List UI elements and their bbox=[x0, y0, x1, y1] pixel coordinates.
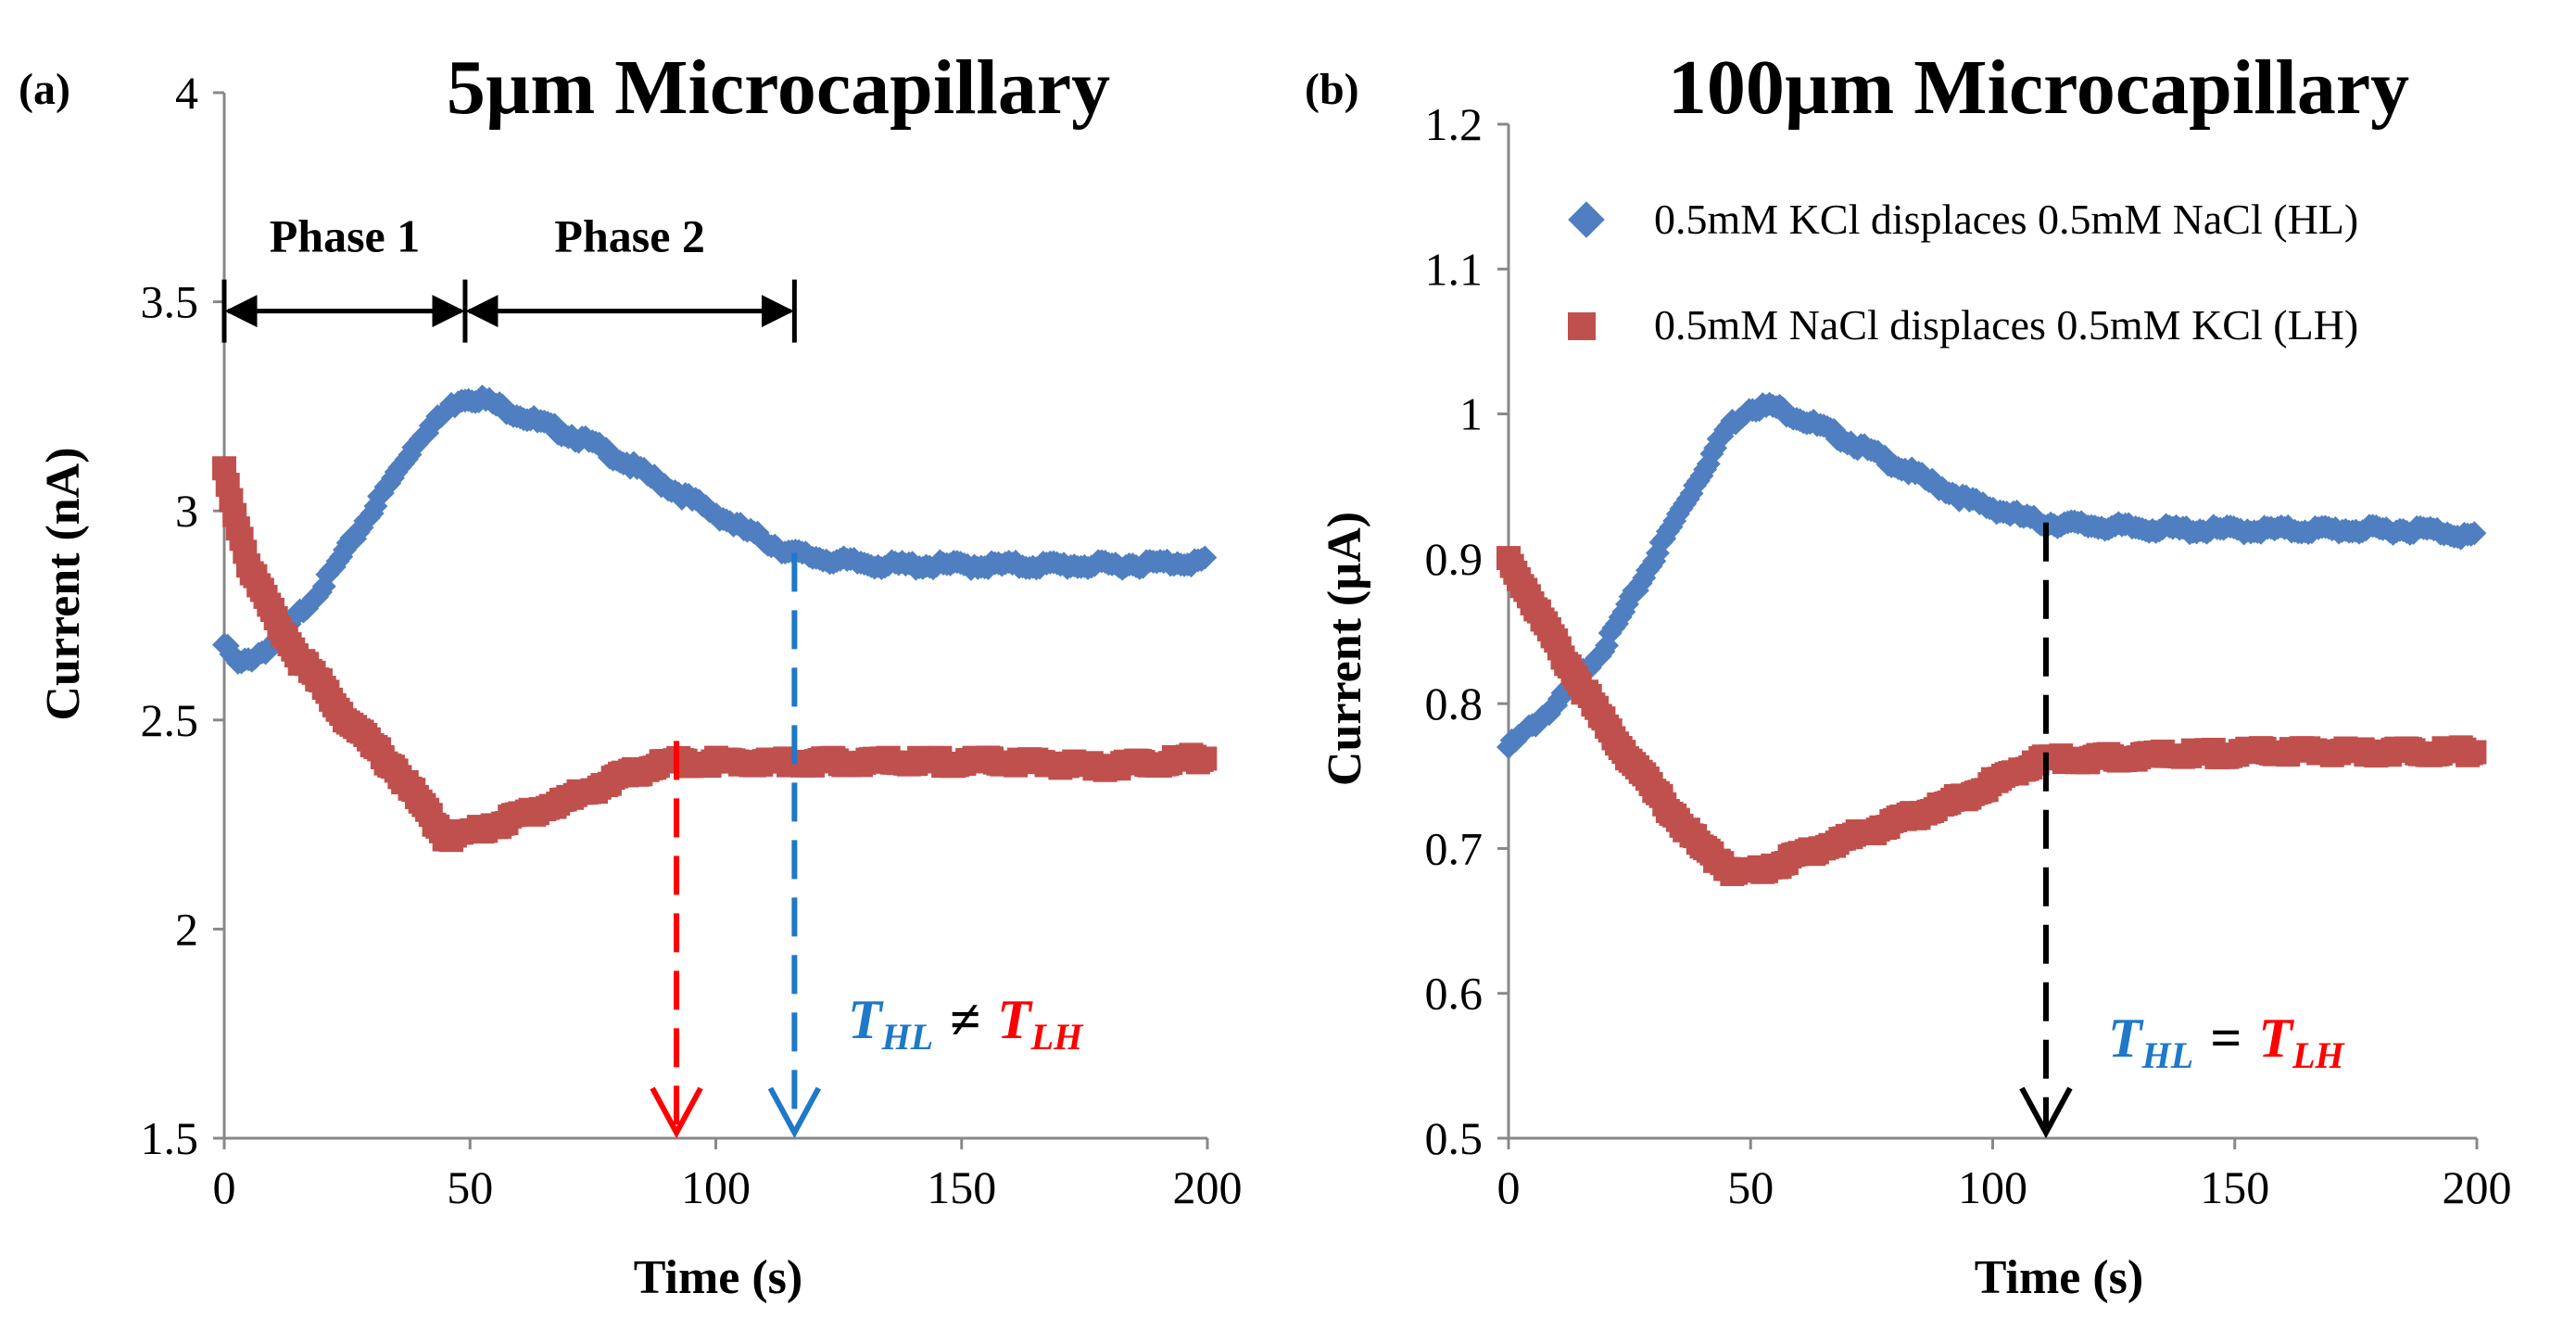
panel-b-legend: 0.5mM KCl displaces 0.5mM NaCl (HL) 0.5m… bbox=[1568, 196, 2358, 349]
a-ann-op: ≠ bbox=[950, 989, 980, 1050]
legend-lh-label: 0.5mM NaCl displaces 0.5mM KCl (LH) bbox=[1654, 301, 2358, 349]
panel-b-ticks: 0.5 0.6 0.7 0.8 0.9 1 1.1 1.2 0 50 100 150 200 bbox=[1425, 98, 2512, 1213]
a-ann-lh: LH bbox=[1030, 1016, 1084, 1058]
series-hl bbox=[1496, 391, 2487, 760]
x-tick-label: 200 bbox=[2443, 1161, 2512, 1213]
b-ann-lh: LH bbox=[2292, 1034, 2345, 1076]
x-tick-label: 50 bbox=[447, 1161, 493, 1213]
panel-a-title: 5µm Microcapillary bbox=[447, 44, 1110, 131]
panel-b-label: (b) bbox=[1305, 65, 1359, 114]
y-tick-label: 1.5 bbox=[141, 1112, 199, 1164]
marker-head bbox=[650, 1086, 703, 1139]
time-marker-arrow bbox=[2019, 522, 2073, 1139]
x-tick-label: 100 bbox=[681, 1161, 751, 1213]
x-tick-label: 150 bbox=[2200, 1161, 2269, 1213]
phase-label: Phase 2 bbox=[554, 210, 705, 262]
panel-a-annotation: THL ≠ TLH bbox=[848, 989, 1084, 1058]
panel-b-ylabel: Current (µA) bbox=[1319, 512, 1371, 786]
panel-b-chart: (b) 100µm Microcapillary Current (µA) Ti… bbox=[1305, 44, 2512, 1304]
x-tick-label: 0 bbox=[213, 1161, 236, 1213]
panel-a-series bbox=[212, 384, 1218, 853]
panel-b-xlabel: Time (s) bbox=[1975, 1251, 2143, 1304]
data-point bbox=[1193, 746, 1218, 771]
panel-a-xlabel: Time (s) bbox=[634, 1251, 802, 1304]
b-ann-op: = bbox=[2210, 1008, 2241, 1069]
x-tick-label: 200 bbox=[1173, 1161, 1243, 1213]
a-ann-t1: T bbox=[848, 989, 884, 1050]
b-ann-t1: T bbox=[2108, 1008, 2144, 1069]
y-tick-label: 0.5 bbox=[1425, 1112, 1484, 1164]
series-lh bbox=[1496, 546, 2487, 886]
data-point bbox=[1193, 545, 1218, 570]
series-lh bbox=[212, 456, 1218, 853]
time-marker-arrow bbox=[767, 552, 822, 1139]
x-tick-label: 150 bbox=[927, 1161, 996, 1213]
y-tick-label: 0.7 bbox=[1425, 822, 1484, 874]
time-marker-arrow bbox=[650, 741, 703, 1139]
y-tick-label: 2.5 bbox=[141, 694, 199, 746]
panel-a-ylabel: Current (nA) bbox=[37, 447, 90, 720]
panel-b-annotation: THL = TLH bbox=[2108, 1008, 2345, 1076]
panel-a-chart: (a) 5µm Microcapillary Current (nA) Time… bbox=[19, 44, 1243, 1304]
a-ann-t2: T bbox=[997, 989, 1033, 1050]
phase-label: Phase 1 bbox=[270, 210, 421, 262]
panel-a-ticks: 1.5 2 2.5 3 3.5 4 0 50 100 150 200 bbox=[141, 67, 1243, 1213]
x-tick-label: 0 bbox=[1497, 1161, 1521, 1213]
panel-a-phases: Phase 1 Phase 2 bbox=[221, 210, 797, 343]
panel-b-time-markers bbox=[2019, 522, 2073, 1139]
panel-b-series bbox=[1496, 391, 2487, 886]
x-tick-label: 100 bbox=[1958, 1161, 2027, 1213]
y-tick-label: 2 bbox=[175, 903, 198, 955]
y-tick-label: 1 bbox=[1459, 388, 1483, 440]
y-tick-label: 0.6 bbox=[1425, 968, 1484, 1020]
panel-a-label: (a) bbox=[19, 65, 70, 114]
data-point bbox=[2462, 521, 2487, 546]
y-tick-label: 1.2 bbox=[1425, 98, 1484, 150]
marker-head bbox=[767, 1086, 822, 1139]
data-point bbox=[2462, 740, 2487, 765]
legend-hl-label: 0.5mM KCl displaces 0.5mM NaCl (HL) bbox=[1654, 196, 2358, 243]
series-hl bbox=[212, 384, 1218, 675]
x-tick-label: 50 bbox=[1727, 1161, 1774, 1213]
y-tick-label: 4 bbox=[175, 67, 198, 119]
a-ann-hl: HL bbox=[881, 1016, 934, 1058]
b-ann-t2: T bbox=[2258, 1008, 2294, 1069]
panel-b-title: 100µm Microcapillary bbox=[1668, 44, 2409, 131]
legend-hl-marker bbox=[1568, 201, 1605, 238]
b-ann-hl: HL bbox=[2141, 1034, 2194, 1076]
y-tick-label: 3.5 bbox=[141, 276, 199, 328]
y-tick-label: 3 bbox=[175, 485, 198, 537]
y-tick-label: 0.8 bbox=[1425, 678, 1484, 729]
legend-lh-marker bbox=[1568, 312, 1596, 340]
panel-a-time-markers bbox=[650, 552, 822, 1139]
y-tick-label: 1.1 bbox=[1425, 243, 1484, 295]
marker-head bbox=[2019, 1086, 2073, 1139]
y-tick-label: 0.9 bbox=[1425, 533, 1484, 585]
